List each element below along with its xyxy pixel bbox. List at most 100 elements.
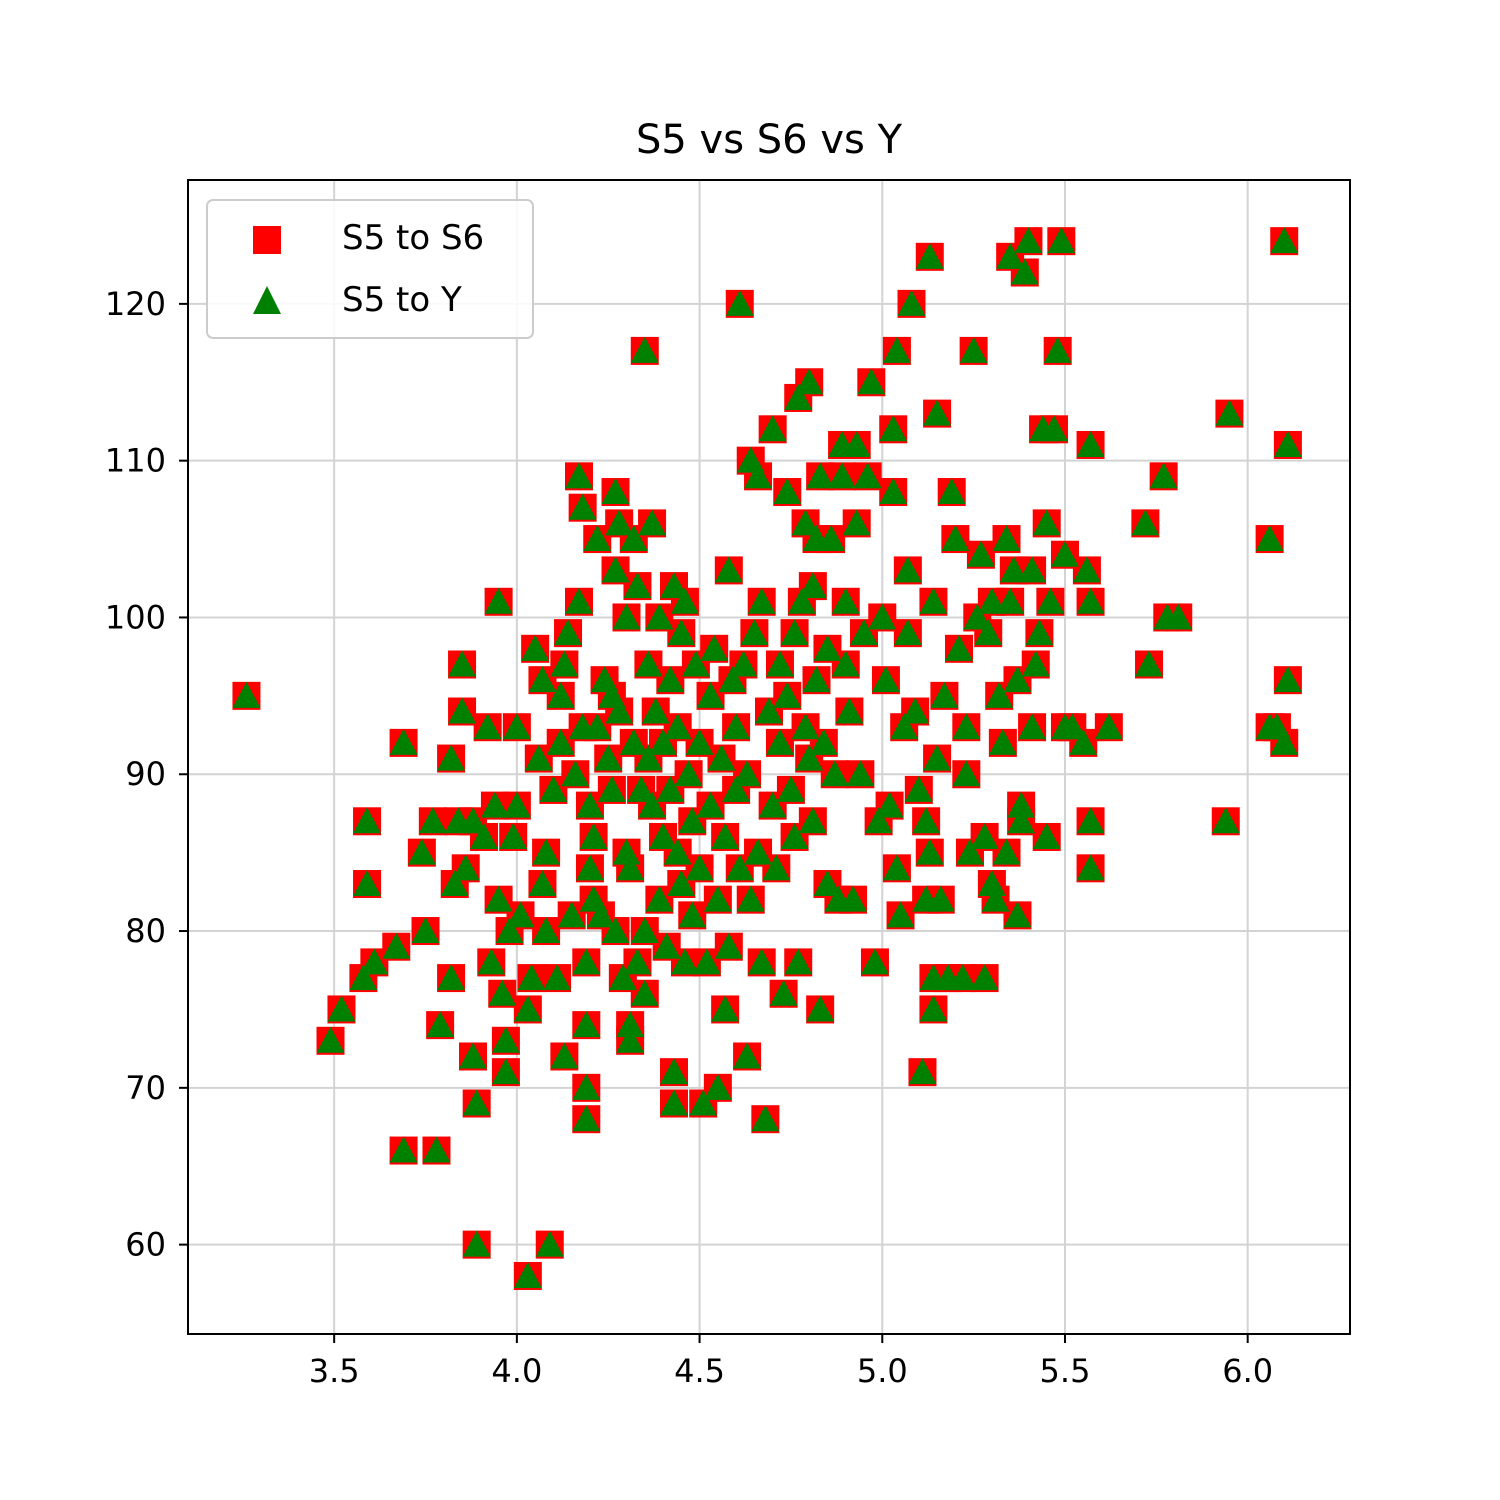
- point-s5-to-y: [502, 791, 531, 818]
- point-s5-to-y: [564, 587, 593, 614]
- point-s5-to-y: [696, 681, 725, 708]
- point-s5-to-y: [948, 964, 977, 991]
- point-s5-to-y: [791, 713, 820, 740]
- point-s5-to-y: [1270, 728, 1299, 755]
- point-s5-to-y: [685, 728, 714, 755]
- point-s5-to-y: [550, 1042, 579, 1069]
- point-s5-to-y: [1255, 525, 1284, 552]
- point-s5-to-y: [784, 383, 813, 410]
- point-s5-to-y: [659, 572, 688, 599]
- point-s5-to-y: [462, 1230, 491, 1257]
- point-s5-to-y: [937, 478, 966, 505]
- point-s5-to-y: [360, 948, 389, 975]
- point-s5-to-y: [923, 744, 952, 771]
- point-s5-to-y: [1040, 415, 1069, 442]
- point-s5-to-y: [941, 525, 970, 552]
- point-s5-to-y: [499, 822, 528, 849]
- point-s5-to-y: [484, 587, 513, 614]
- legend-label-s5-to-y: S5 to Y: [342, 280, 462, 320]
- point-s5-to-y: [597, 775, 626, 802]
- point-s5-to-y: [477, 948, 506, 975]
- x-tick-label: 6.0: [1222, 1352, 1273, 1390]
- point-s5-to-y: [908, 1058, 937, 1085]
- point-s5-to-y: [506, 901, 535, 928]
- point-s5-to-y: [791, 509, 820, 536]
- point-s5-to-y: [722, 713, 751, 740]
- point-s5-to-y: [711, 995, 740, 1022]
- point-s5-to-y: [1211, 807, 1240, 834]
- point-s5-to-y: [988, 728, 1017, 755]
- point-s5-to-y: [1072, 556, 1101, 583]
- point-s5-to-y: [857, 368, 886, 395]
- point-s5-to-y: [977, 870, 1006, 897]
- point-s5-to-y: [1076, 430, 1105, 457]
- point-s5-to-y: [736, 885, 765, 912]
- legend-marker-triangle: [253, 286, 281, 314]
- point-s5-to-y: [915, 242, 944, 269]
- point-s5-to-y: [656, 666, 685, 693]
- point-s5-to-y: [605, 509, 634, 536]
- point-s5-to-y: [583, 713, 612, 740]
- point-s5-to-y: [703, 885, 732, 912]
- point-s5-to-y: [919, 995, 948, 1022]
- point-s5-to-y: [820, 760, 849, 787]
- point-s5-to-y: [915, 838, 944, 865]
- point-s5-to-y: [659, 1058, 688, 1085]
- point-s5-to-y: [473, 713, 502, 740]
- point-s5-to-y: [842, 509, 871, 536]
- point-s5-to-y: [623, 948, 652, 975]
- point-s5-to-y: [616, 1011, 645, 1038]
- x-tick-label: 5.0: [857, 1352, 908, 1390]
- point-s5-to-y: [725, 854, 754, 881]
- point-s5-to-y: [1076, 807, 1105, 834]
- point-s5-to-y: [232, 681, 261, 708]
- point-s5-to-y: [970, 822, 999, 849]
- point-s5-to-y: [1047, 227, 1076, 254]
- point-s5-to-y: [641, 697, 670, 724]
- point-s5-to-y: [890, 713, 919, 740]
- point-s5-to-y: [1076, 587, 1105, 614]
- point-s5-to-y: [1025, 619, 1054, 646]
- point-s5-to-y: [817, 525, 846, 552]
- point-s5-to-y: [528, 666, 557, 693]
- point-s5-to-y: [616, 1026, 645, 1053]
- point-s5-to-y: [491, 1026, 520, 1053]
- point-s5-to-y: [1003, 901, 1032, 928]
- point-s5-to-y: [426, 1011, 455, 1038]
- point-s5-to-y: [945, 634, 974, 661]
- point-s5-to-y: [532, 917, 561, 944]
- point-s5-to-y: [612, 603, 641, 630]
- point-s5-to-y: [839, 885, 868, 912]
- point-s5-to-y: [521, 634, 550, 661]
- point-s5-to-y: [451, 854, 480, 881]
- point-s5-to-y: [638, 791, 667, 818]
- point-s5-to-y: [389, 728, 418, 755]
- point-s5-to-y: [809, 728, 838, 755]
- point-s5-to-y: [977, 587, 1006, 614]
- point-s5-to-y: [524, 744, 553, 771]
- point-s5-to-y: [1094, 713, 1123, 740]
- y-tick-label: 60: [125, 1226, 166, 1264]
- point-s5-to-y: [1215, 399, 1244, 426]
- point-s5-to-y: [959, 336, 988, 363]
- point-s5-to-y: [729, 650, 758, 677]
- point-s5-to-y: [440, 870, 469, 897]
- point-s5-to-y: [813, 870, 842, 897]
- x-tick-label: 5.5: [1040, 1352, 1091, 1390]
- point-s5-to-y: [1069, 728, 1098, 755]
- point-s5-to-y: [725, 289, 754, 316]
- point-s5-to-y: [963, 603, 992, 630]
- point-s5-to-y: [974, 619, 1003, 646]
- point-s5-to-y: [955, 838, 984, 865]
- point-s5-to-y: [564, 462, 593, 489]
- point-s5-to-y: [868, 603, 897, 630]
- point-s5-to-y: [685, 854, 714, 881]
- point-s5-to-y: [1058, 713, 1087, 740]
- point-s5-to-y: [996, 587, 1025, 614]
- point-s5-to-y: [674, 760, 703, 787]
- point-s5-to-y: [985, 681, 1014, 708]
- point-s5-to-y: [893, 556, 922, 583]
- point-s5-to-y: [353, 807, 382, 834]
- point-s5-to-y: [575, 791, 604, 818]
- point-s5-to-y: [744, 838, 773, 865]
